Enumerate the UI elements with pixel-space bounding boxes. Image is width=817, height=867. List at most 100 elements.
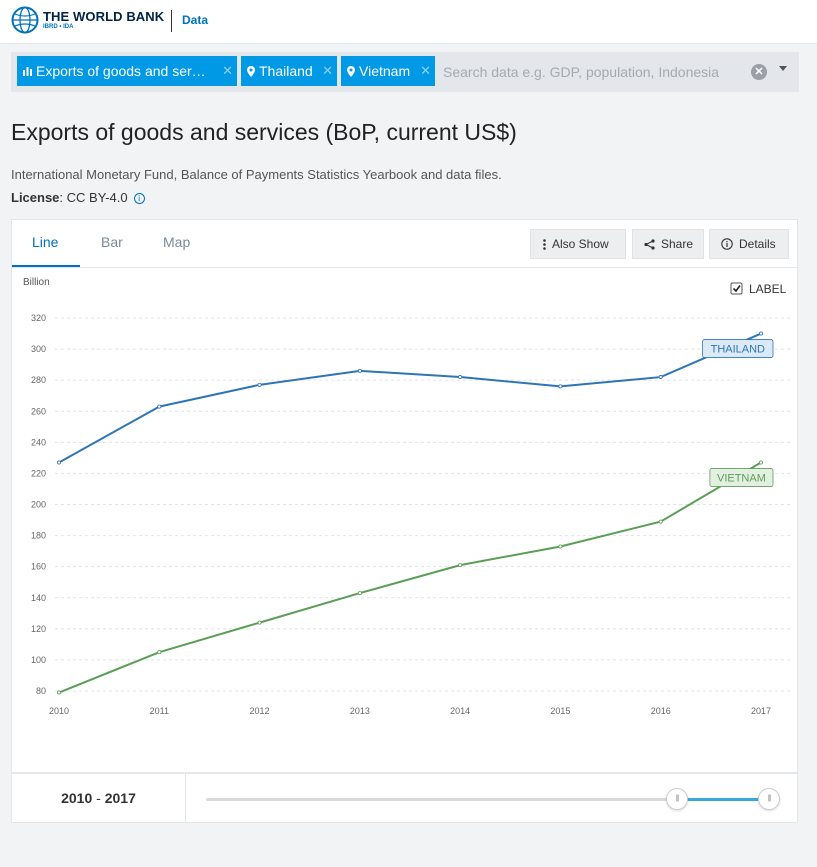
data-source: International Monetary Fund, Balance of … — [11, 167, 502, 182]
kebab-menu-icon — [543, 238, 546, 250]
brand-subtitle: IBRD • IDA — [43, 24, 74, 30]
range-separator: - — [96, 790, 101, 806]
data-point[interactable] — [257, 382, 262, 387]
y-tick-label: 140 — [31, 593, 46, 603]
x-tick-label: 2014 — [450, 706, 470, 716]
also-show-label: Also Show — [552, 237, 609, 251]
data-point[interactable] — [357, 591, 362, 596]
chart-type-tabs: Line Bar Map Also Show Share Details — [12, 220, 797, 268]
site-header: THE WORLD BANK IBRD • IDA Data — [0, 0, 817, 44]
data-point[interactable] — [57, 690, 62, 695]
map-pin-icon — [247, 65, 255, 77]
series-end-label-box — [709, 468, 774, 487]
header-divider — [171, 10, 172, 32]
y-tick-label: 260 — [31, 406, 46, 416]
y-tick-label: 120 — [31, 624, 46, 634]
country-chip-vietnam[interactable]: Vietnam ✕ — [341, 56, 435, 86]
data-section-link[interactable]: Data — [182, 13, 209, 27]
y-axis-ticks: 80 100 120 140 160 180 200 220 240 260 280 300 320 — [31, 313, 46, 696]
y-tick-label: 80 — [36, 686, 46, 696]
data-point[interactable] — [357, 368, 362, 373]
info-icon[interactable]: i — [133, 193, 145, 204]
y-tick-label: 100 — [31, 655, 46, 665]
globe-logo-icon — [11, 6, 39, 34]
y-tick-label: 300 — [31, 344, 46, 354]
series-vietnam: VIETNAM — [57, 460, 774, 695]
year-range-label: 2010 - 2017 — [12, 774, 186, 822]
data-point[interactable] — [458, 375, 463, 380]
range-end-handle[interactable]: ||| — [758, 788, 780, 810]
y-tick-label: 200 — [31, 500, 46, 510]
data-point[interactable] — [759, 331, 764, 336]
remove-chip-icon[interactable]: ✕ — [420, 63, 431, 78]
y-tick-label: 280 — [31, 375, 46, 385]
tab-line[interactable]: Line — [32, 234, 59, 250]
remove-chip-icon[interactable]: ✕ — [322, 63, 333, 78]
data-point[interactable] — [759, 460, 764, 465]
data-point[interactable] — [57, 460, 62, 465]
slider-track[interactable] — [206, 798, 780, 801]
label-checkbox[interactable] — [730, 282, 743, 295]
range-end: 2017 — [104, 790, 136, 806]
search-input[interactable] — [443, 60, 743, 84]
label-toggle-text: LABEL — [749, 282, 787, 296]
active-tab-indicator — [12, 265, 80, 267]
details-label: Details — [739, 237, 776, 251]
brand-title: THE WORLD BANK — [43, 9, 165, 24]
x-tick-label: 2011 — [150, 706, 169, 716]
slider-selected-range — [677, 798, 769, 801]
tab-map[interactable]: Map — [163, 234, 191, 250]
data-point[interactable] — [157, 404, 162, 409]
data-point[interactable] — [558, 544, 563, 549]
range-start-handle[interactable]: ||| — [666, 788, 688, 810]
data-point[interactable] — [157, 650, 162, 655]
also-show-button[interactable]: Also Show — [530, 229, 626, 259]
chevron-down-icon[interactable] — [779, 66, 787, 71]
share-icon — [644, 238, 655, 250]
clear-search-icon[interactable]: ✕ — [751, 64, 767, 80]
chart-panel: Line Bar Map Also Show Share Details — [11, 219, 798, 773]
line-chart: 80 100 120 140 160 180 200 220 240 260 280 300 320 2… — [23, 277, 790, 716]
series-thailand: THAILAND — [57, 331, 774, 465]
year-range-slider: 2010 - 2017 ||| ||| — [11, 773, 798, 823]
range-start: 2010 — [61, 790, 93, 806]
x-tick-label: 2015 — [550, 706, 570, 716]
license-line: License: CC BY-4.0 i — [11, 190, 145, 205]
share-button[interactable]: Share — [632, 229, 704, 259]
remove-chip-icon[interactable]: ✕ — [222, 63, 233, 78]
bar-chart-icon — [23, 66, 32, 76]
y-tick-label: 240 — [31, 437, 46, 447]
x-axis-ticks: 2010 2011 2012 2013 2014 2015 2016 2017 — [49, 706, 771, 716]
x-tick-label: 2012 — [250, 706, 270, 716]
x-tick-label: 2013 — [350, 706, 370, 716]
license-value[interactable]: : CC BY-4.0 — [59, 190, 128, 205]
country-chip-thailand[interactable]: Thailand ✕ — [241, 56, 337, 86]
details-button[interactable]: Details — [709, 229, 789, 259]
check-icon — [732, 285, 741, 293]
data-point[interactable] — [458, 563, 463, 568]
label-toggle[interactable]: LABEL — [730, 282, 787, 296]
series-end-label-box — [702, 339, 774, 358]
indicator-chip[interactable]: Exports of goods and ser… ✕ — [17, 56, 237, 86]
tab-bar[interactable]: Bar — [101, 234, 123, 250]
world-bank-logo[interactable]: THE WORLD BANK IBRD • IDA — [11, 6, 164, 34]
map-pin-icon — [347, 65, 355, 77]
y-tick-label: 320 — [31, 313, 46, 323]
series-line[interactable] — [58, 461, 762, 694]
x-tick-label: 2010 — [49, 706, 69, 716]
page-title: Exports of goods and services (BoP, curr… — [11, 119, 517, 145]
x-tick-label: 2016 — [651, 706, 671, 716]
y-tick-label: 180 — [31, 531, 46, 541]
series-end-label: THAILAND — [711, 344, 765, 356]
y-axis-unit-label: Billion — [23, 277, 50, 288]
y-tick-label: 220 — [31, 468, 46, 478]
info-circle-icon — [721, 238, 733, 250]
series-line[interactable] — [58, 332, 762, 464]
chart-series: THAILAND VIETNAM — [57, 331, 774, 695]
data-point[interactable] — [658, 519, 663, 524]
search-bar: Exports of goods and ser… ✕ Thailand ✕ V… — [11, 52, 799, 92]
data-point[interactable] — [257, 620, 262, 625]
data-point[interactable] — [558, 384, 563, 389]
data-point[interactable] — [658, 375, 663, 380]
chart-grid — [55, 317, 790, 692]
